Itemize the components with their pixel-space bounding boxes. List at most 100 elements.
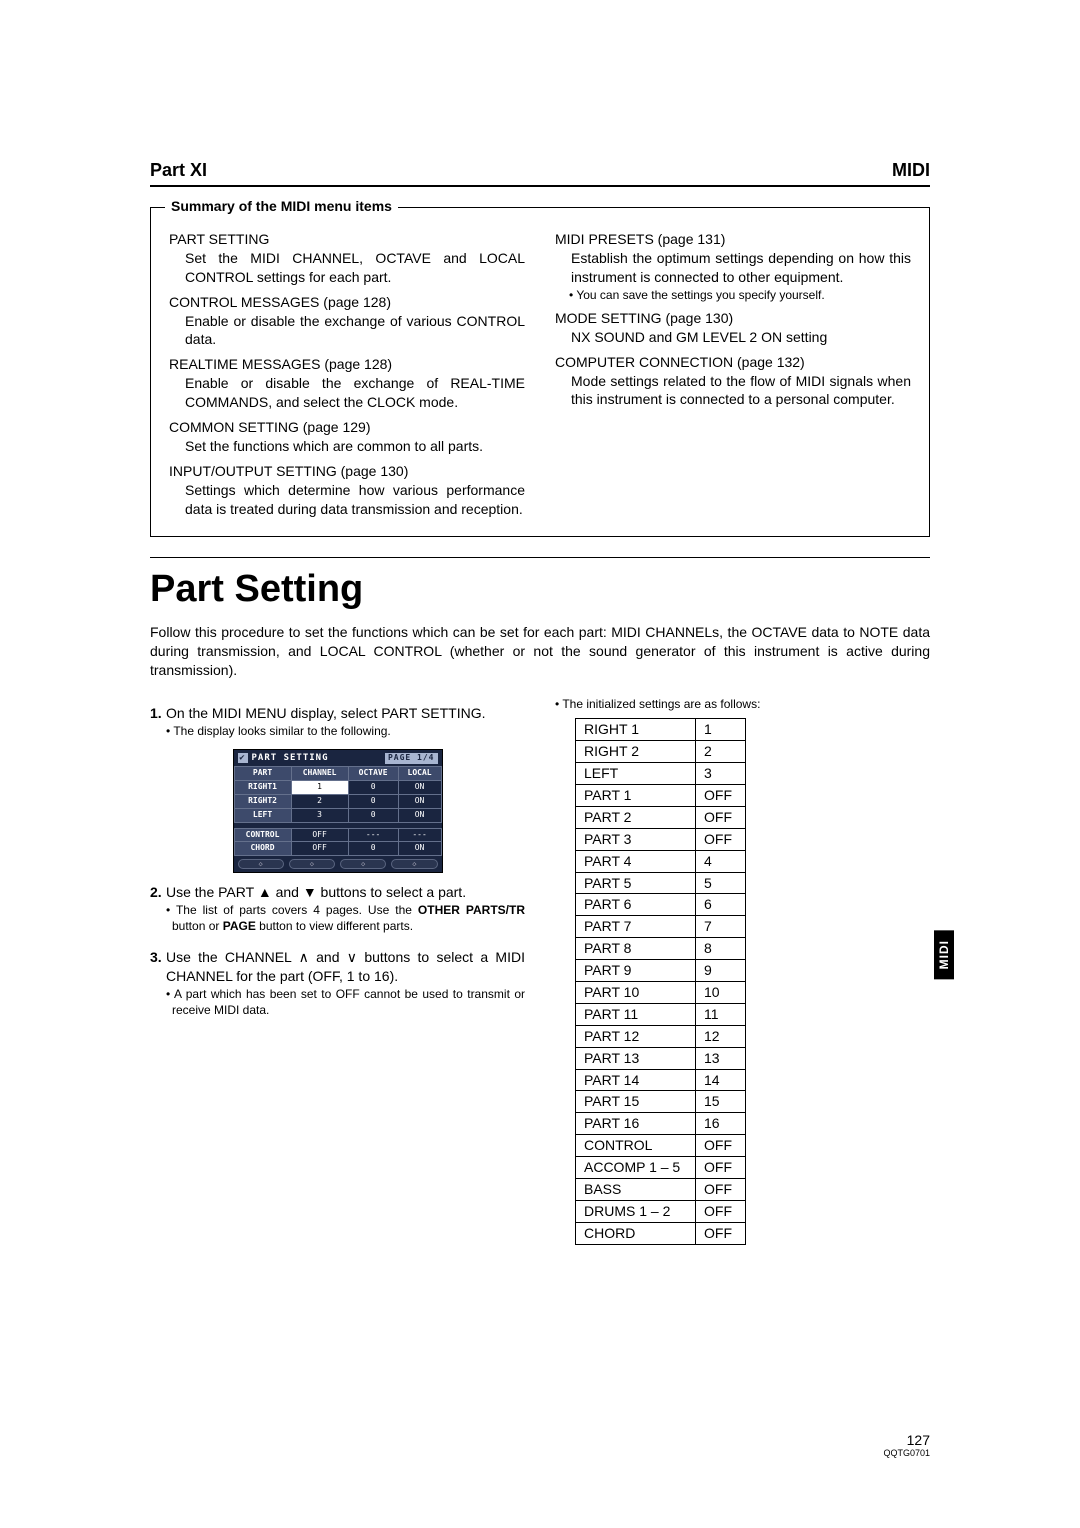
table-cell: PART 6 <box>576 894 696 916</box>
lcd-cell: 0 <box>348 842 398 856</box>
menu-item-name: COMMON SETTING (page 129) <box>169 418 525 437</box>
section-intro: Follow this procedure to set the functio… <box>150 623 930 680</box>
lcd-button: ◇ <box>391 859 437 869</box>
table-cell: PART 12 <box>576 1025 696 1047</box>
menu-item-desc: Settings which determine how various per… <box>185 481 525 519</box>
table-row: LEFT3 <box>576 763 746 785</box>
summary-title: Summary of the MIDI menu items <box>165 198 398 214</box>
lcd-column-header: PART <box>234 767 291 781</box>
lcd-cell: OFF <box>291 842 348 856</box>
table-cell: 13 <box>696 1047 746 1069</box>
menu-item-desc: Enable or disable the exchange of REAL-T… <box>185 374 525 412</box>
menu-item-desc: Establish the optimum settings depending… <box>571 249 911 287</box>
initialized-column: • The initialized settings are as follow… <box>555 696 930 1245</box>
table-row: DRUMS 1 – 2OFF <box>576 1200 746 1222</box>
table-row: RIGHT 22 <box>576 741 746 763</box>
table-cell: 1 <box>696 719 746 741</box>
header-midi: MIDI <box>892 160 930 181</box>
table-cell: 2 <box>696 741 746 763</box>
step-2: 2. Use the PART ▲ and ▼ buttons to selec… <box>150 883 525 902</box>
menu-item-name: MIDI PRESETS (page 131) <box>555 230 911 249</box>
step-number: 3. <box>150 948 166 986</box>
header-part: Part XI <box>150 160 207 181</box>
table-row: PART 1OFF <box>576 785 746 807</box>
initialized-table: RIGHT 11RIGHT 22LEFT3PART 1OFFPART 2OFFP… <box>575 718 746 1244</box>
lcd-header: ✔ PART SETTING PAGE 1/4 <box>234 750 442 766</box>
table-cell: OFF <box>696 806 746 828</box>
lcd-column-header: OCTAVE <box>348 767 398 781</box>
table-row: PART 1010 <box>576 982 746 1004</box>
menu-item-name: REALTIME MESSAGES (page 128) <box>169 355 525 374</box>
table-cell: RIGHT 1 <box>576 719 696 741</box>
table-cell: OFF <box>696 1200 746 1222</box>
table-cell: PART 4 <box>576 850 696 872</box>
summary-box: Summary of the MIDI menu items PART SETT… <box>150 207 930 537</box>
menu-item-desc: NX SOUND and GM LEVEL 2 ON setting <box>571 328 911 347</box>
table-row: PART 1111 <box>576 1003 746 1025</box>
table-cell: PART 2 <box>576 806 696 828</box>
lcd-cell: CONTROL <box>234 828 291 842</box>
table-cell: PART 10 <box>576 982 696 1004</box>
table-cell: PART 8 <box>576 938 696 960</box>
table-cell: RIGHT 2 <box>576 741 696 763</box>
table-cell: PART 3 <box>576 828 696 850</box>
table-cell: 5 <box>696 872 746 894</box>
table-row: RIGHT 11 <box>576 719 746 741</box>
step-1: 1. On the MIDI MENU display, select PART… <box>150 704 525 723</box>
table-row: PART 1616 <box>576 1113 746 1135</box>
menu-item-name: CONTROL MESSAGES (page 128) <box>169 293 525 312</box>
table-cell: DRUMS 1 – 2 <box>576 1200 696 1222</box>
lcd-cell: --- <box>398 828 441 842</box>
section-title: Part Setting <box>150 568 930 611</box>
lcd-cell: OFF <box>291 828 348 842</box>
step-text: Use the CHANNEL ∧ and ∨ buttons to selec… <box>166 948 525 986</box>
step-number: 2. <box>150 883 166 902</box>
table-cell: PART 5 <box>576 872 696 894</box>
table-row: PART 44 <box>576 850 746 872</box>
table-cell: 10 <box>696 982 746 1004</box>
lcd-column-header: LOCAL <box>398 767 441 781</box>
table-cell: 4 <box>696 850 746 872</box>
table-cell: OFF <box>696 828 746 850</box>
table-cell: PART 16 <box>576 1113 696 1135</box>
table-row: CONTROLOFF <box>576 1135 746 1157</box>
table-cell: PART 14 <box>576 1069 696 1091</box>
summary-right-column: MIDI PRESETS (page 131)Establish the opt… <box>555 224 911 518</box>
menu-item-note: • You can save the settings you specify … <box>569 287 911 303</box>
table-row: ACCOMP 1 – 5OFF <box>576 1157 746 1179</box>
menu-item-desc: Mode settings related to the flow of MID… <box>571 372 911 410</box>
table-cell: 16 <box>696 1113 746 1135</box>
table-cell: PART 1 <box>576 785 696 807</box>
table-cell: 7 <box>696 916 746 938</box>
step-2-note: • The list of parts covers 4 pages. Use … <box>166 902 525 934</box>
step-3-note: • A part which has been set to OFF canno… <box>166 986 525 1018</box>
table-cell: 6 <box>696 894 746 916</box>
table-cell: 15 <box>696 1091 746 1113</box>
menu-item-desc: Set the MIDI CHANNEL, OCTAVE and LOCAL C… <box>185 249 525 287</box>
section-divider <box>150 557 930 558</box>
table-cell: PART 9 <box>576 960 696 982</box>
lcd-cell: --- <box>348 828 398 842</box>
table-cell: LEFT <box>576 763 696 785</box>
table-row: PART 1515 <box>576 1091 746 1113</box>
step-number: 1. <box>150 704 166 723</box>
table-row: PART 1414 <box>576 1069 746 1091</box>
initialized-note: • The initialized settings are as follow… <box>555 696 930 712</box>
lcd-cell: 2 <box>291 794 348 808</box>
table-cell: ACCOMP 1 – 5 <box>576 1157 696 1179</box>
menu-item-name: COMPUTER CONNECTION (page 132) <box>555 353 911 372</box>
table-row: PART 99 <box>576 960 746 982</box>
page-number: 127 <box>883 1432 930 1448</box>
menu-item-name: MODE SETTING (page 130) <box>555 309 911 328</box>
table-cell: OFF <box>696 1179 746 1201</box>
side-tab-midi: MIDI <box>934 930 954 979</box>
table-cell: OFF <box>696 1157 746 1179</box>
table-cell: 12 <box>696 1025 746 1047</box>
table-row: PART 1313 <box>576 1047 746 1069</box>
lcd-footer: ◇ ◇ ◇ ◇ <box>234 856 442 872</box>
menu-item-desc: Set the functions which are common to al… <box>185 437 525 456</box>
step-text: Use the PART ▲ and ▼ buttons to select a… <box>166 883 525 902</box>
lcd-cell: ON <box>398 781 441 795</box>
page-footer: 127 QQTG0701 <box>883 1432 930 1458</box>
table-row: BASSOFF <box>576 1179 746 1201</box>
